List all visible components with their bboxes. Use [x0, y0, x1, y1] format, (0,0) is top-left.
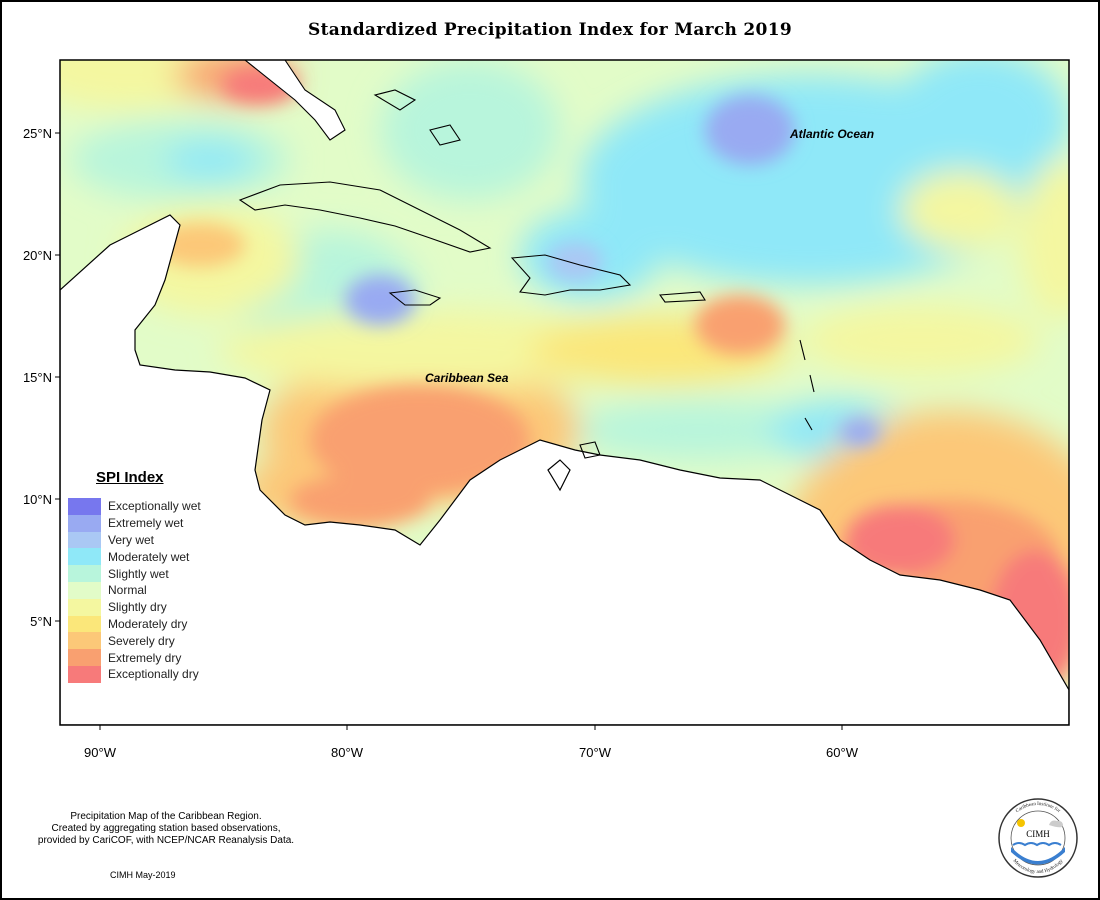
y-tick-label: 25°N — [23, 126, 52, 141]
legend-label: Very wet — [108, 532, 155, 547]
plot-frame — [59, 59, 1070, 726]
map-title: Standardized Precipitation Index for Mar… — [308, 20, 792, 40]
legend-swatch — [68, 498, 101, 515]
islands — [238, 60, 815, 459]
spi-legend: SPI Index Exceptionally wet Extremely wet… — [68, 468, 248, 683]
legend-item: Slightly wet — [68, 565, 248, 582]
legend-label: Extremely dry — [108, 650, 182, 665]
spi-field — [60, 60, 1069, 725]
x-tick-label: 70°W — [579, 745, 612, 760]
credits-line-1: Precipitation Map of the Caribbean Regio… — [70, 811, 262, 822]
legend-item: Very wet — [68, 531, 248, 549]
legend-swatch — [68, 665, 101, 683]
atlantic-ocean-label: Atlantic Ocean — [789, 127, 874, 141]
y-tick-label: 5°N — [30, 614, 52, 629]
x-tick-label: 90°W — [84, 745, 117, 760]
legend-item: Slightly dry — [68, 598, 248, 616]
legend-item: Severely dry — [68, 632, 248, 650]
legend-swatch — [68, 598, 101, 616]
cimh-logo: CIMH Caribbean Institute for Meteorology… — [998, 798, 1078, 878]
legend-item: Extremely wet — [68, 514, 248, 532]
cloud-icon — [1049, 820, 1063, 828]
legend-item: Extremely dry — [68, 649, 248, 666]
legend-item: Moderately wet — [68, 548, 248, 566]
sun-icon — [1017, 819, 1025, 827]
legend-swatch — [68, 632, 101, 650]
x-tick-label: 80°W — [331, 745, 364, 760]
legend-label: Extremely wet — [108, 516, 184, 531]
legend-item: Normal — [68, 581, 248, 599]
legend-label: Slightly wet — [108, 566, 169, 581]
y-tick-label: 10°N — [23, 492, 52, 507]
legend-item: Exceptionally wet — [68, 498, 248, 515]
legend-label: Moderately dry — [108, 616, 188, 631]
legend-item: Exceptionally dry — [68, 665, 248, 683]
y-tick-label: 20°N — [23, 248, 52, 263]
y-axis: 25°N 20°N 15°N 10°N 5°N — [23, 126, 60, 629]
land-masses — [60, 214, 1069, 725]
legend-label: Normal — [108, 583, 147, 598]
legend-item: Moderately dry — [68, 615, 248, 633]
x-tick-label: 60°W — [826, 745, 859, 760]
credits-line-2: Created by aggregating station based obs… — [51, 823, 281, 834]
legend-label: Slightly dry — [108, 600, 167, 615]
logo-name: CIMH — [1026, 829, 1050, 839]
credits: Precipitation Map of the Caribbean Regio… — [6, 811, 326, 847]
legend-swatch — [68, 531, 101, 549]
legend-swatch — [68, 565, 101, 582]
legend-items: Exceptionally wet Extremely wet Very wet Mo… — [68, 498, 248, 683]
legend-title: SPI Index — [96, 469, 164, 486]
legend-label: Exceptionally dry — [108, 667, 199, 682]
y-tick-label: 15°N — [23, 370, 52, 385]
legend-swatch — [68, 514, 101, 532]
legend-swatch — [68, 615, 101, 633]
legend-swatch — [68, 649, 101, 666]
x-axis: 90°W 80°W 70°W 60°W — [84, 725, 859, 760]
legend-swatch — [68, 581, 101, 599]
legend-label: Severely dry — [108, 633, 175, 648]
legend-swatch — [68, 548, 101, 566]
legend-label: Moderately wet — [108, 549, 190, 564]
credits-line-3: provided by CariCOF, with NCEP/NCAR Rean… — [37, 835, 295, 846]
credit-date: CIMH May-2019 — [110, 870, 176, 880]
caribbean-sea-label: Caribbean Sea — [425, 371, 509, 385]
legend-label: Exceptionally wet — [108, 499, 201, 514]
